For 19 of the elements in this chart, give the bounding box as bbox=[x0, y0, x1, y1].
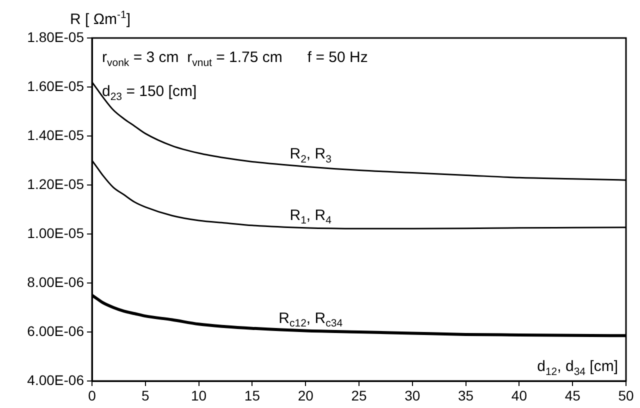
x-tick-label: 45 bbox=[564, 387, 581, 404]
x-tick-label: 5 bbox=[142, 387, 150, 404]
x-tick-label: 30 bbox=[404, 387, 420, 404]
y-tick-label: 8.00E-06 bbox=[27, 274, 84, 290]
y-tick-label: 1.20E-05 bbox=[27, 176, 84, 192]
y-tick-label: 6.00E-06 bbox=[27, 322, 84, 339]
y-tick-label: 1.80E-05 bbox=[27, 28, 84, 45]
y-tick-label: 1.40E-05 bbox=[27, 126, 84, 143]
x-tick-label: 15 bbox=[244, 387, 260, 404]
x-tick-label: 50 bbox=[618, 387, 634, 404]
y-tick-label: 1.00E-05 bbox=[27, 224, 84, 241]
x-tick-label: 20 bbox=[298, 387, 314, 404]
x-tick-label: 25 bbox=[351, 387, 367, 404]
x-tick-label: 0 bbox=[88, 387, 96, 404]
x-tick-label: 35 bbox=[458, 387, 474, 404]
x-tick-label: 10 bbox=[191, 387, 207, 404]
y-tick-label: 4.00E-06 bbox=[27, 372, 84, 388]
x-tick-label: 40 bbox=[511, 387, 528, 404]
y-tick-label: 1.60E-05 bbox=[27, 78, 84, 94]
